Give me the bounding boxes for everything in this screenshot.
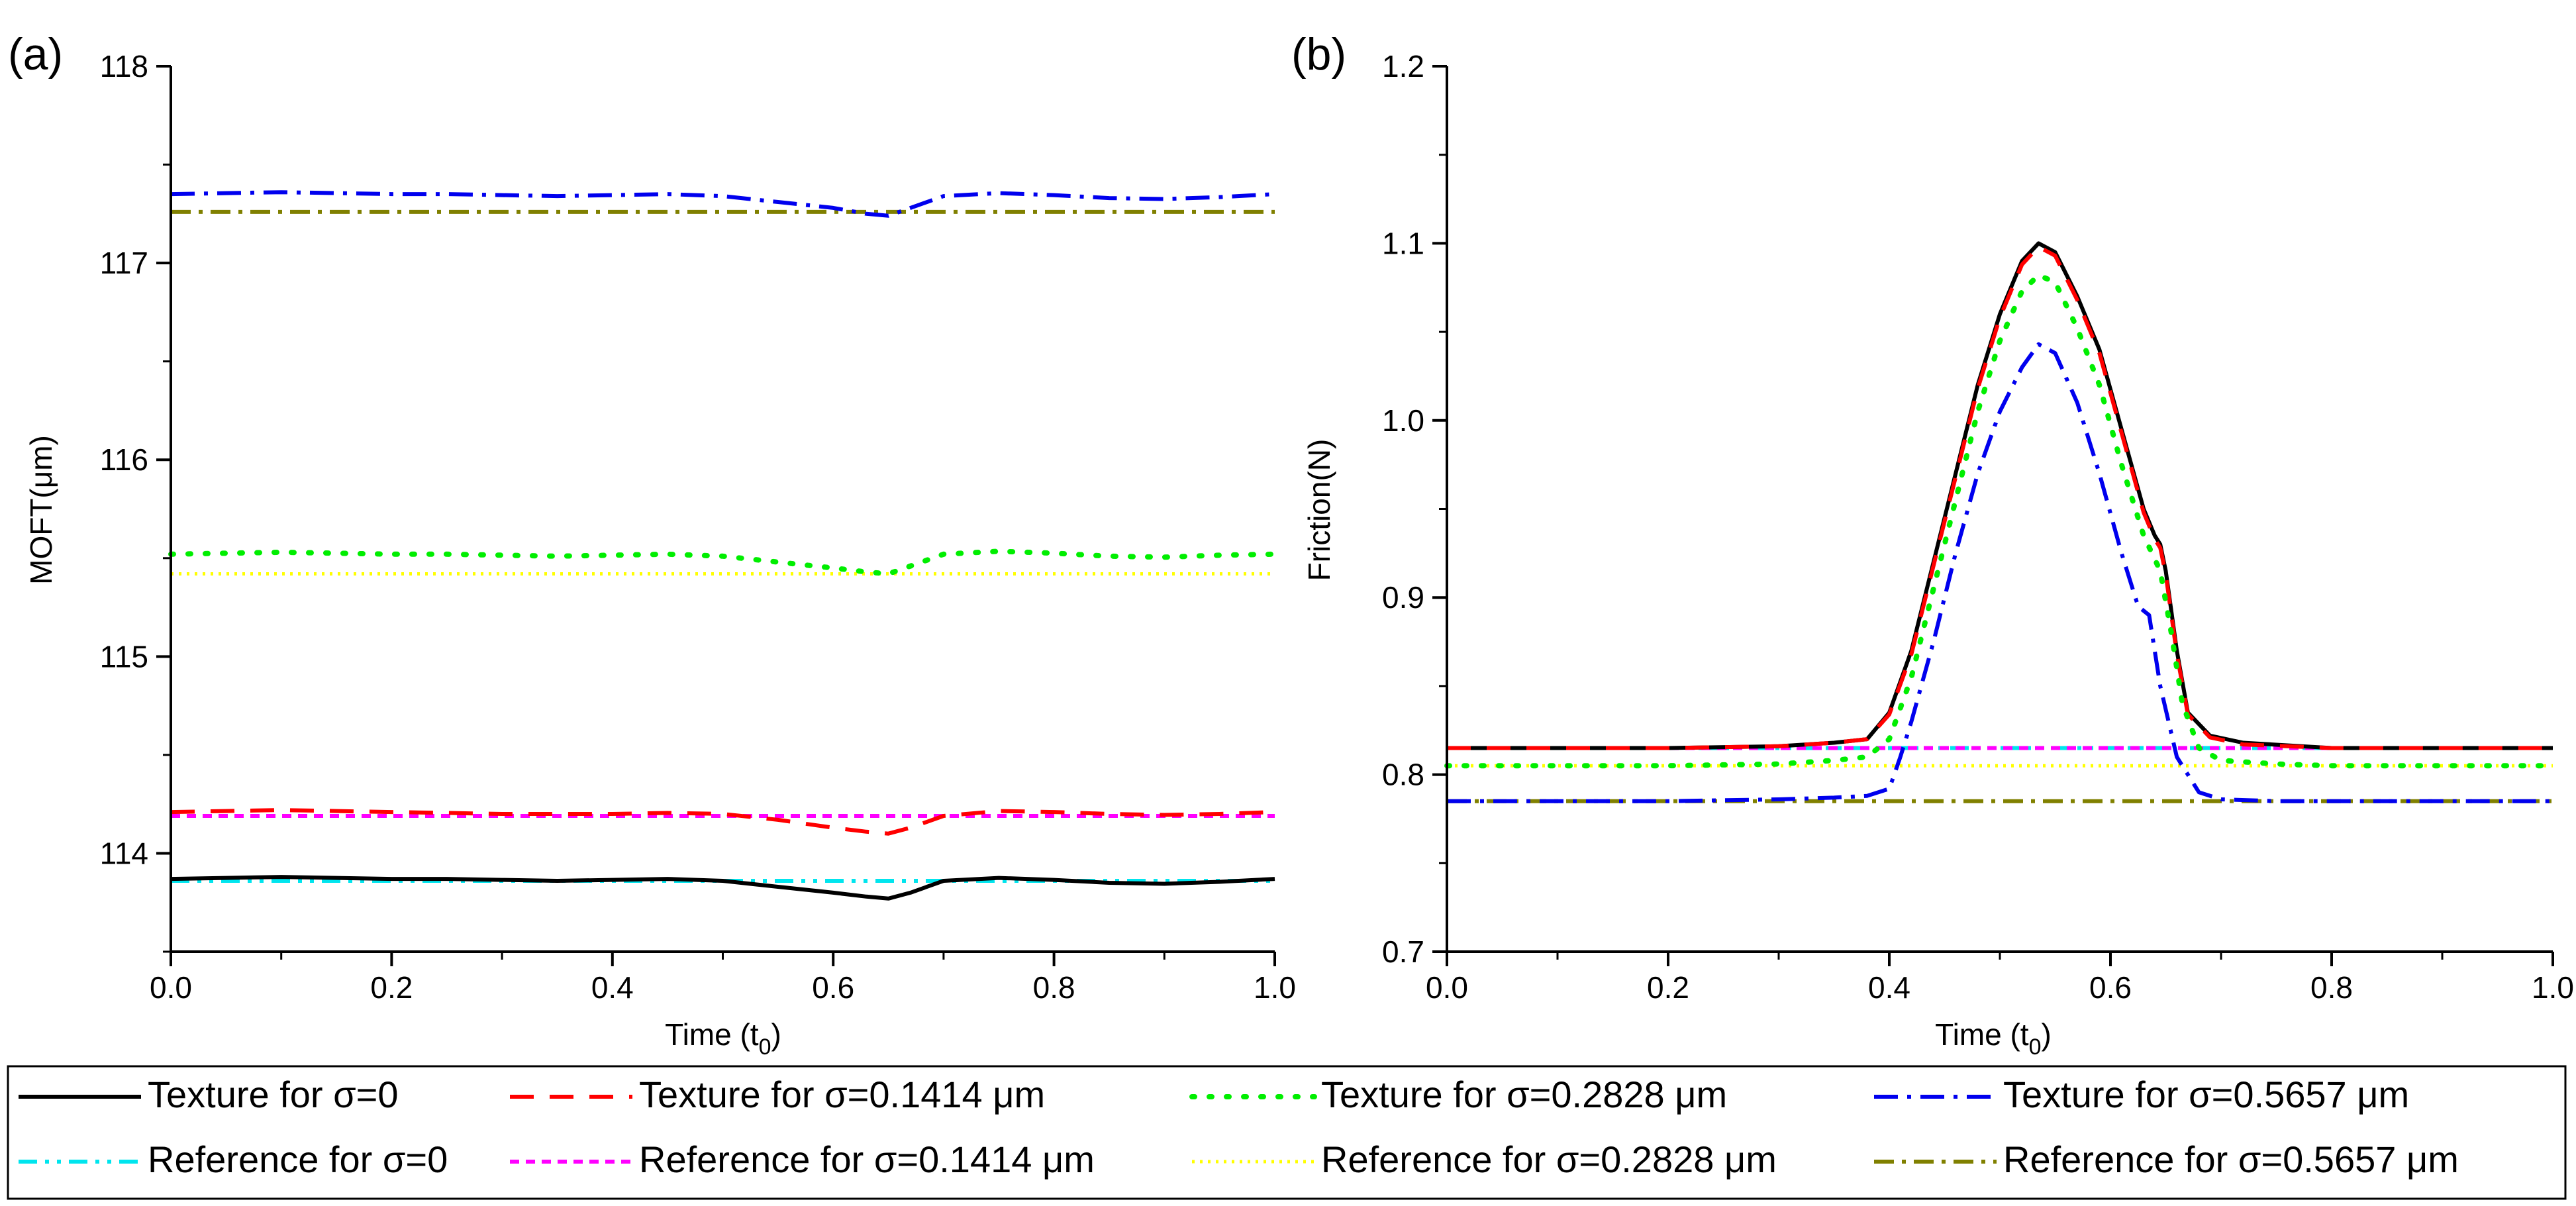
panel-b-y-axis-title: Friction(N) (1302, 439, 1336, 581)
panel-a-x-axis-title: Time (t0) (665, 1017, 781, 1060)
panel-b-y-tick-label: 0.7 (1382, 934, 1424, 969)
legend-label-reference-s1: Reference for σ=0.1414 μm (639, 1138, 1095, 1180)
panel-a-chart: (a) 0.0 0.2 0.4 0.6 0.8 1.0 114 115 116 117 118 Ti… (8, 29, 1296, 1060)
panel-b-y-tick-label: 1.1 (1382, 226, 1424, 260)
legend: Texture for σ=0 Texture for σ=0.1414 μm Te… (7, 1065, 2567, 1200)
panel-b-y-tick-label: 1.0 (1382, 403, 1424, 438)
panel-a-x-tick-label: 0.0 (150, 970, 192, 1005)
legend-label-reference-s2: Reference for σ=0.2828 μm (1321, 1138, 1777, 1180)
panel-a-ticks: 0.0 0.2 0.4 0.6 0.8 1.0 114 115 116 117 118 (100, 49, 1296, 1005)
panel-b-y-tick-label: 0.8 (1382, 758, 1424, 792)
panel-b-x-tick-label: 1.0 (2532, 970, 2574, 1005)
panel-a-x-title-main: Time (t (665, 1017, 759, 1052)
panel-b-ticks: 0.0 0.2 0.4 0.6 0.8 1.0 0.7 0.8 0.9 1.0 1.1 1.2 (1382, 49, 2574, 1005)
panel-a-y-tick-label: 116 (100, 442, 148, 477)
legend-label-texture-s3: Texture for σ=0.5657 μm (2003, 1074, 2409, 1115)
panel-a-series-group (168, 190, 1277, 901)
panel-a-x-tick-label: 0.4 (591, 970, 634, 1005)
panel-b-series-texture-s1 (1447, 244, 2553, 750)
panel-b-x-tick-label: 0.2 (1647, 970, 1689, 1005)
legend-box (7, 1065, 2567, 1200)
panel-a-x-tick-label: 0.6 (812, 970, 854, 1005)
panel-a-y-axis-title: MOFT(μm) (24, 435, 58, 585)
panel-a-series-texture-s3 (170, 190, 1275, 218)
panel-b-label: (b) (1291, 29, 1346, 79)
panel-a-y-tick-label: 118 (100, 49, 148, 83)
panel-b-series-texture-s3 (1447, 342, 2553, 803)
panel-a-x-tick-label: 0.2 (370, 970, 413, 1005)
panel-b-series-texture-s2 (1444, 272, 2555, 769)
panel-b-x-title-subscript: 0 (2029, 1034, 2042, 1060)
legend-label-reference-s0: Reference for σ=0 (148, 1138, 448, 1180)
panel-a-x-tick-label: 0.8 (1033, 970, 1075, 1005)
panel-a-y-tick-label: 115 (100, 639, 148, 674)
legend-entries: Texture for σ=0 Texture for σ=0.1414 μm Te… (19, 1074, 2459, 1180)
panel-b-chart: (b) 0.0 0.2 0.4 0.6 0.8 1.0 0.7 0.8 0.9 1.0 1.1 1.2… (1291, 29, 2574, 1060)
panel-a-series-texture-s2 (168, 548, 1277, 577)
panel-a-y-tick-label: 117 (100, 246, 148, 280)
panel-b-x-tick-label: 0.8 (2310, 970, 2353, 1005)
panel-a-y-tick-label: 114 (100, 836, 148, 870)
panel-b-x-axis-title: Time (t0) (1935, 1017, 2052, 1060)
legend-label-texture-s0: Texture for σ=0 (148, 1074, 399, 1115)
legend-label-texture-s2: Texture for σ=0.2828 μm (1321, 1074, 1727, 1115)
panel-b-series-texture-s0 (1447, 241, 2553, 750)
panel-b-y-tick-label: 1.2 (1382, 49, 1424, 83)
panel-b-x-title-end: ) (2042, 1017, 2052, 1052)
panel-b-series-group (1444, 241, 2555, 803)
panel-b-y-tick-label: 0.9 (1382, 580, 1424, 615)
panel-a-series-texture-s1 (170, 808, 1275, 836)
panel-b-x-title-main: Time (t (1935, 1017, 2029, 1052)
panel-a-x-tick-label: 1.0 (1254, 970, 1296, 1005)
panel-a-x-title-subscript: 0 (759, 1034, 771, 1060)
legend-label-reference-s3: Reference for σ=0.5657 μm (2003, 1138, 2459, 1180)
panel-b-x-tick-label: 0.0 (1426, 970, 1468, 1005)
panel-b-axes (1446, 66, 2553, 953)
panel-a-label: (a) (8, 29, 63, 79)
panel-a-x-title-end: ) (771, 1017, 781, 1052)
panel-b-x-tick-label: 0.6 (2089, 970, 2132, 1005)
panel-b-x-tick-label: 0.4 (1868, 970, 1910, 1005)
legend-label-texture-s1: Texture for σ=0.1414 μm (639, 1074, 1045, 1115)
panel-a-series-texture-s0 (170, 875, 1275, 901)
